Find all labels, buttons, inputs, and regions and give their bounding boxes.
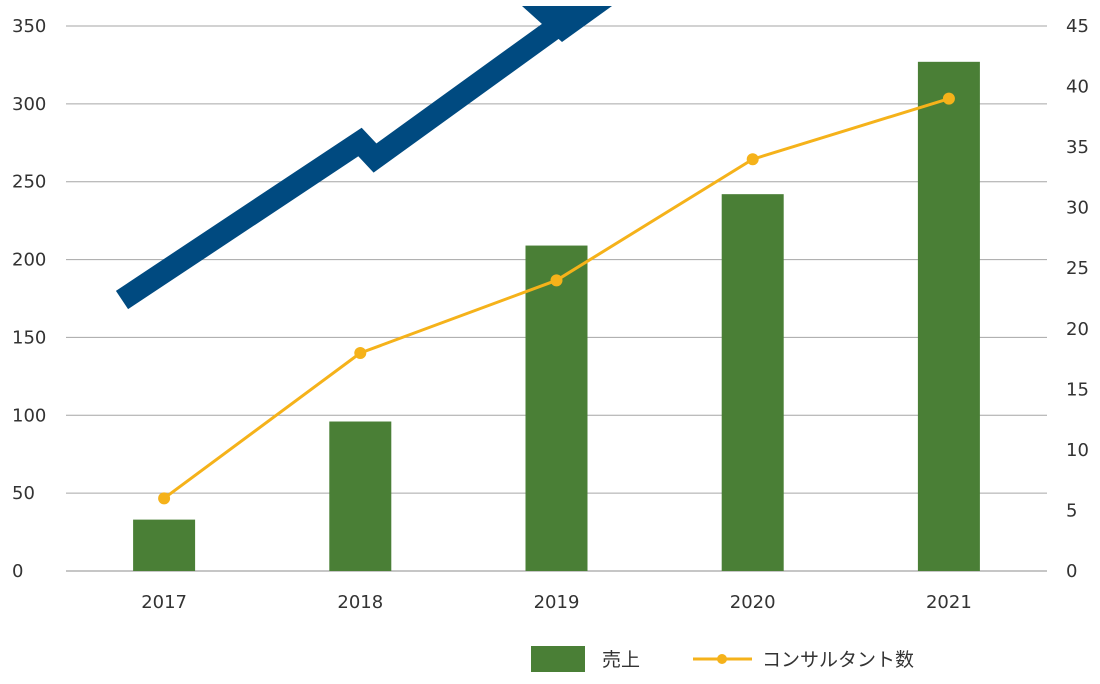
legend-consultant-marker [717,654,727,664]
left-tick-label: 0 [12,561,23,582]
right-tick-label: 35 [1066,137,1089,158]
right-tick-label: 0 [1066,561,1077,582]
growth-arrow-icon [115,6,612,310]
sales-bar [721,194,784,571]
right-tick-label: 30 [1066,198,1089,219]
sales-bar [329,421,392,571]
right-tick-label: 40 [1066,77,1089,98]
x-tick-label: 2019 [534,592,580,613]
legend-sales-swatch [531,646,585,672]
left-tick-label: 300 [12,94,46,115]
consultant-line [158,92,955,505]
arrow-head [522,6,612,42]
consultant-point [550,274,563,287]
sales-bars [133,61,980,572]
left-tick-label: 250 [12,172,46,193]
left-tick-label: 200 [12,250,46,271]
left-tick-label: 150 [12,327,46,348]
x-tick-label: 2018 [337,592,383,613]
left-tick-label: 50 [12,483,35,504]
right-tick-label: 25 [1066,258,1089,279]
sales-bar [917,61,980,572]
x-tick-label: 2020 [730,592,776,613]
legend: 売上 コンサルタント数 [531,646,914,672]
sales-bar [133,519,196,571]
consultant-point [354,347,367,359]
consultant-point [158,492,171,505]
right-tick-label: 45 [1066,16,1089,37]
left-tick-label: 350 [12,16,46,37]
right-axis-labels: 0 5 10 15 20 25 30 35 40 45 [1066,16,1089,582]
right-tick-label: 15 [1066,379,1089,400]
x-axis-labels: 2017 2018 2019 2020 2021 [141,592,972,613]
sales-bar [525,245,588,572]
consultant-point [746,153,759,166]
arrow-stem [115,19,562,310]
x-tick-label: 2017 [141,592,187,613]
legend-consultant-label: コンサルタント数 [762,649,914,671]
right-tick-label: 10 [1066,440,1089,461]
right-tick-label: 20 [1066,319,1089,340]
consultant-point [942,92,955,105]
right-tick-label: 5 [1066,500,1077,521]
legend-sales-label: 売上 [602,649,640,671]
left-axis-labels: 0 50 100 150 200 250 300 350 [12,16,46,582]
x-tick-label: 2021 [926,592,972,613]
left-tick-label: 100 [12,405,46,426]
